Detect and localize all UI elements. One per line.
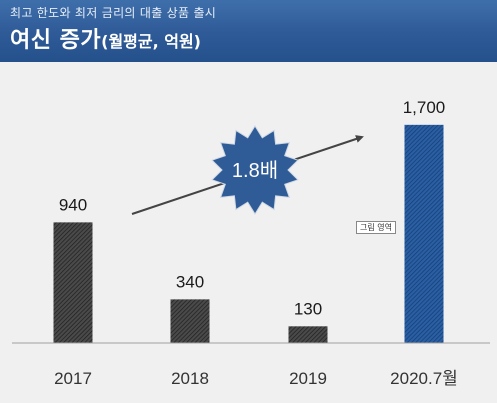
bar-2018 bbox=[170, 299, 210, 343]
title-banner: 최고 한도와 최저 금리의 대출 상품 출시 여신 증가(월평균, 억원) bbox=[0, 0, 497, 62]
badge-text: 1.8배 bbox=[232, 159, 278, 182]
data-label-2018: 340 bbox=[176, 272, 204, 291]
chart-title-unit: (월평균, 억원) bbox=[101, 32, 201, 51]
x-tick-label-2017: 2017 bbox=[54, 369, 92, 388]
chart-title-main: 여신 증가 bbox=[10, 28, 102, 53]
data-label-2020.7월: 1,700 bbox=[403, 98, 446, 117]
tooltip-plot-area: 그림 영역 bbox=[356, 221, 396, 234]
chart-title: 여신 증가(월평균, 억원) bbox=[10, 22, 201, 54]
data-label-2017: 940 bbox=[59, 195, 87, 214]
x-tick-label-2018: 2018 bbox=[171, 369, 209, 388]
bar-2019 bbox=[288, 326, 328, 343]
bar-chart: 940 340 130 1,700 2017 2018 2019 2020.7월 1.8배 bbox=[12, 98, 490, 388]
badge-starburst-shape bbox=[211, 125, 299, 215]
growth-badge: 1.8배 bbox=[211, 125, 299, 215]
data-label-2019: 130 bbox=[294, 299, 322, 318]
x-tick-label-2020.7월: 2020.7월 bbox=[390, 369, 458, 388]
bar-2020.7월 bbox=[404, 124, 444, 343]
bar-2017 bbox=[53, 222, 93, 343]
chart-subtitle: 최고 한도와 최저 금리의 대출 상품 출시 bbox=[10, 6, 217, 20]
x-tick-label-2019: 2019 bbox=[289, 369, 327, 388]
